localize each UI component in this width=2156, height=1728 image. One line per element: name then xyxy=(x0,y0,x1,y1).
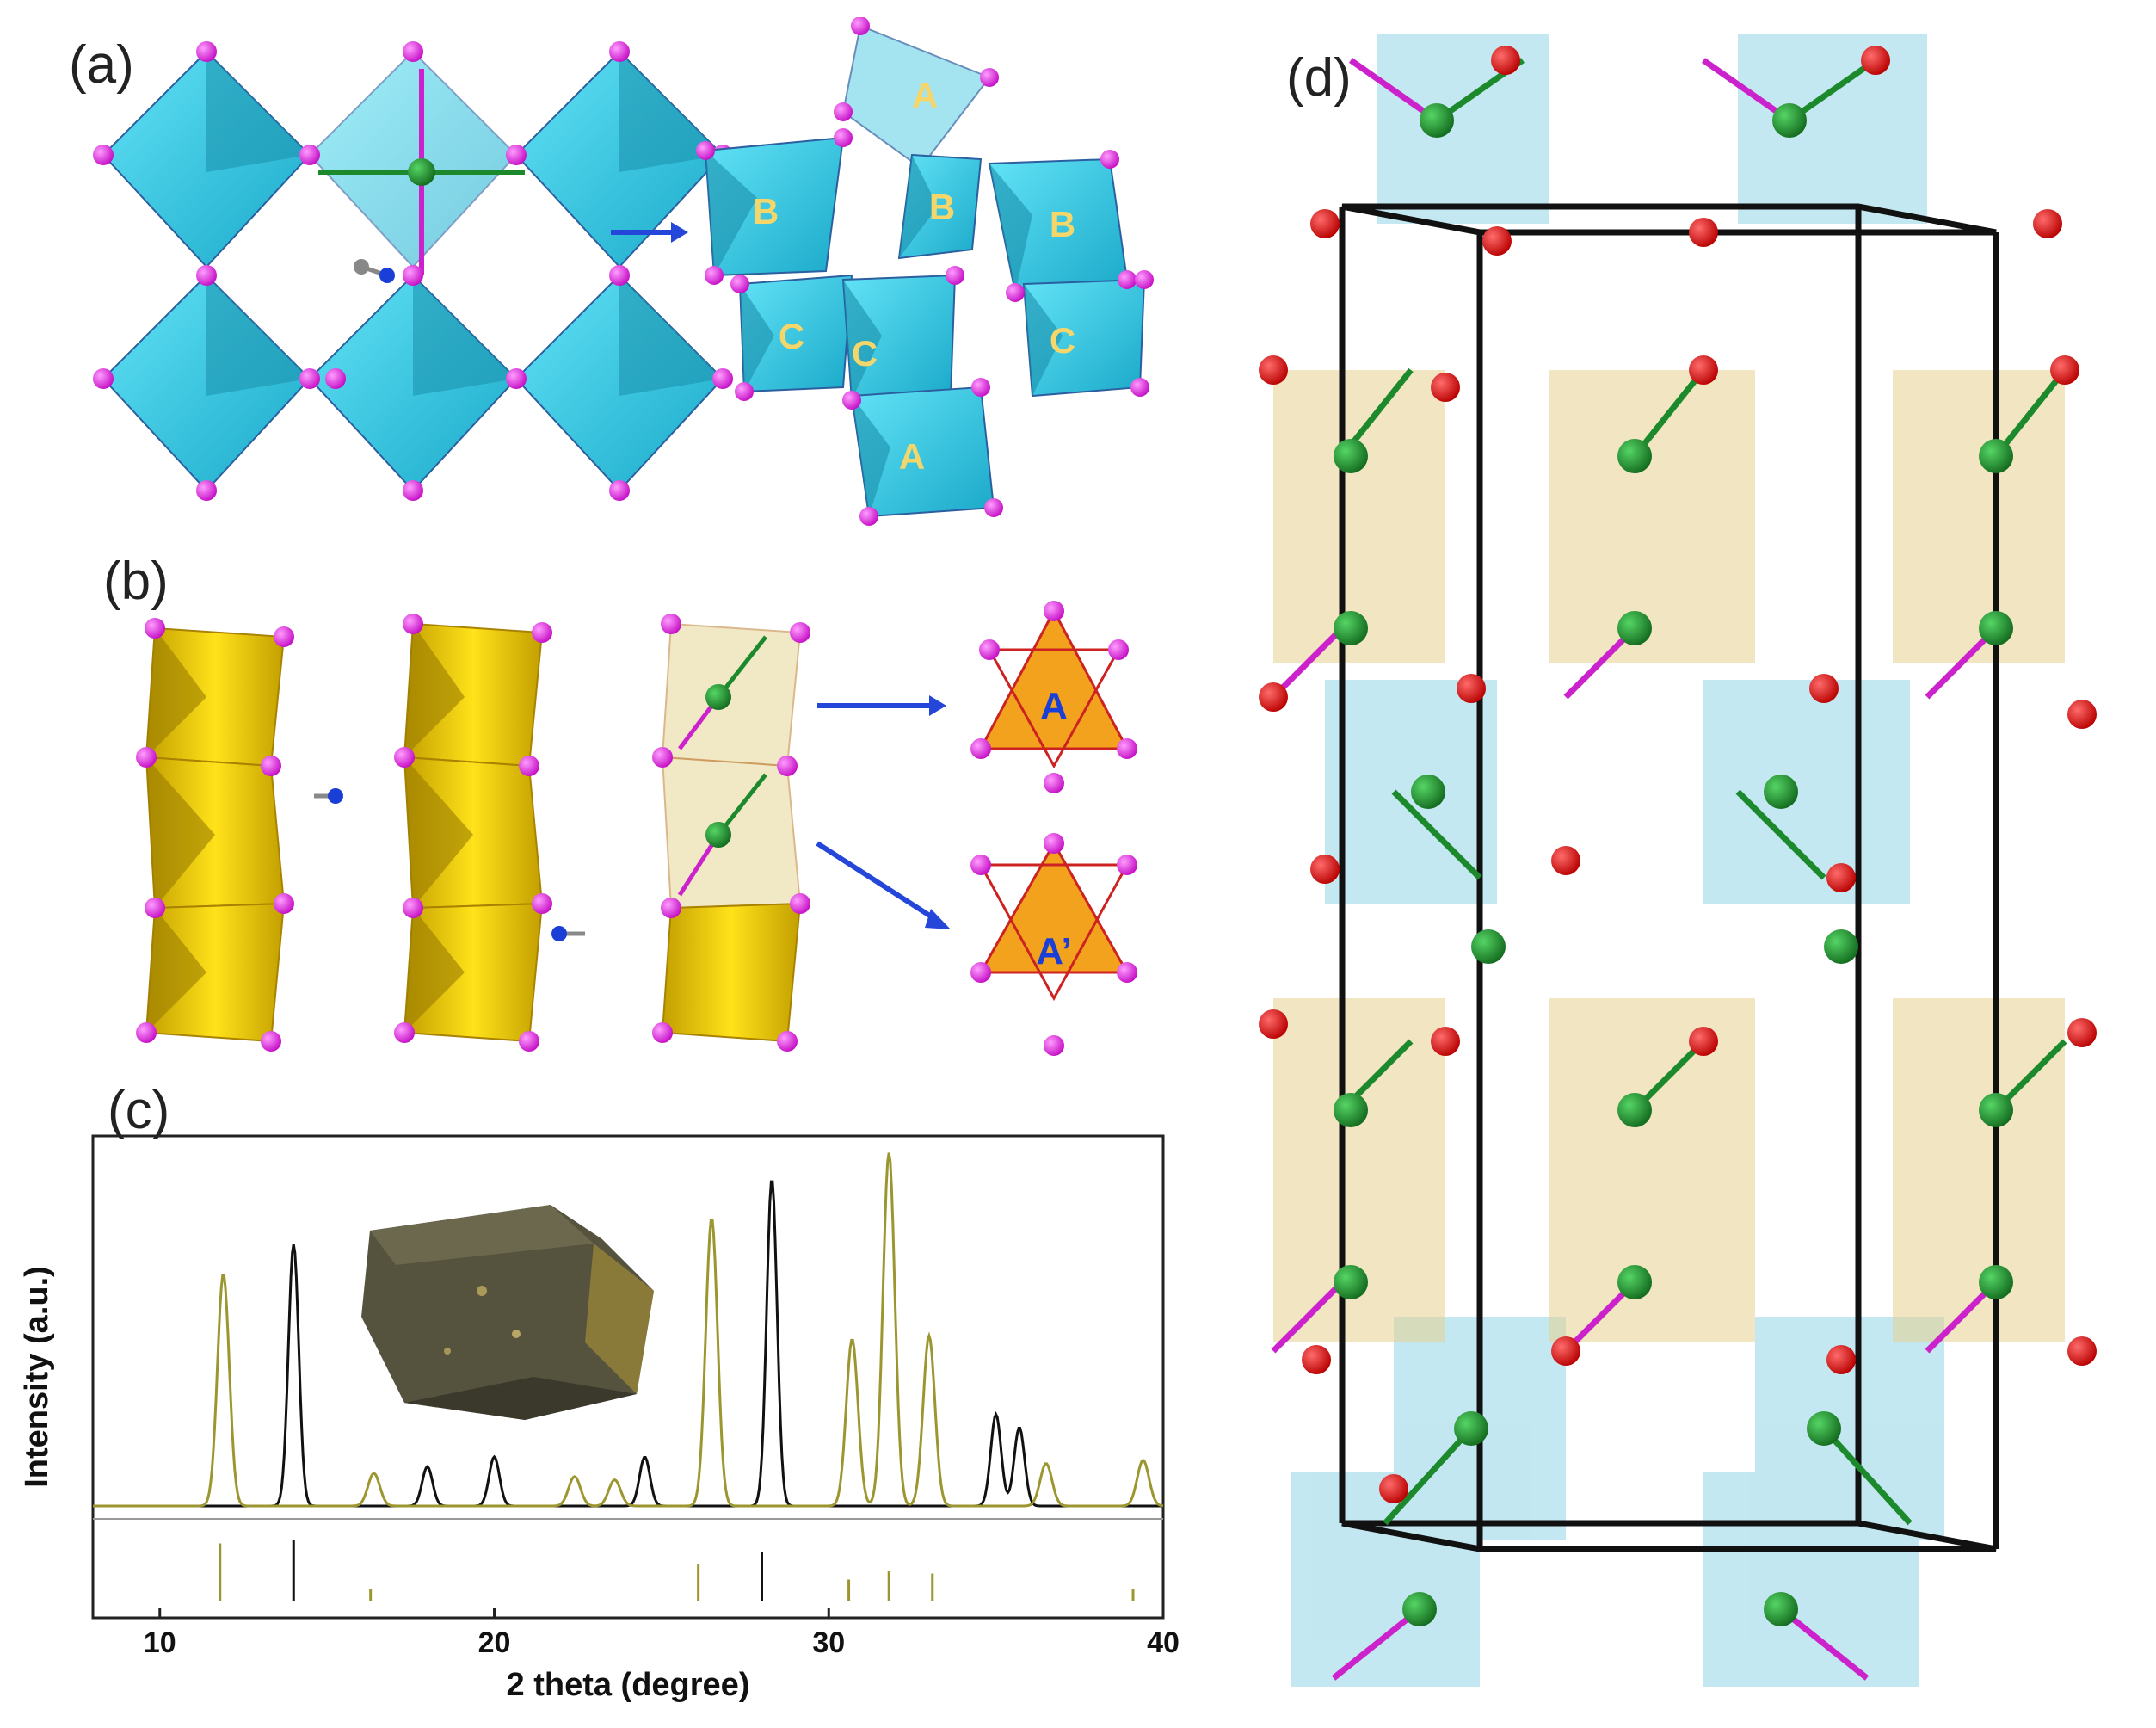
octahedron-B: B xyxy=(704,136,845,277)
panel-a-figure: A B B B C C C xyxy=(93,17,1154,526)
panel-d-unit-cell xyxy=(1259,34,2097,1687)
octahedron xyxy=(102,274,311,492)
octahedron-C: C xyxy=(738,274,853,393)
triangle-letter: A xyxy=(1040,685,1068,727)
y-axis-label: Intensity (a.u.) xyxy=(19,1266,55,1488)
octahedron-letter: A xyxy=(912,75,938,115)
octahedron-B: B xyxy=(988,157,1129,294)
organic-cation xyxy=(314,788,343,804)
octahedron-B: B xyxy=(897,153,983,260)
octahedron-A-top: A xyxy=(841,24,991,170)
crystal-photo xyxy=(361,1205,654,1420)
x-tick-label: 40 xyxy=(1147,1626,1180,1659)
plot-frame xyxy=(91,1134,1165,1620)
halide-atoms xyxy=(696,17,1154,526)
octahedron xyxy=(308,274,518,492)
triangle-A-prime: A’ xyxy=(970,833,1137,1056)
panel-c-xrd-chart: 10 20 30 40 Intensity (a.u.) 2 theta (degre… xyxy=(19,1134,1180,1703)
right-octahedra-stack: A B B B C C C xyxy=(696,17,1154,526)
oxygen-atoms xyxy=(1259,46,2097,1503)
left-octahedra-network xyxy=(93,41,733,501)
octahedron-A-bottom: A xyxy=(850,386,995,518)
panel-b-label: (b) xyxy=(103,552,169,611)
panel-c-label: (c) xyxy=(108,1081,170,1140)
arrow-a xyxy=(611,222,688,243)
panel-d-label: (d) xyxy=(1286,48,1352,108)
triangle-letter: A’ xyxy=(1036,930,1072,972)
octahedron xyxy=(308,50,518,268)
face-sharing-chain xyxy=(145,626,286,1043)
x-axis-label: 2 theta (degree) xyxy=(507,1667,750,1703)
octahedron xyxy=(514,274,724,492)
octahedron-letter: B xyxy=(929,187,955,227)
octahedron-letter: C xyxy=(1050,320,1075,361)
panel-b-figure: A A’ xyxy=(136,601,1137,1056)
octahedron-C: C xyxy=(841,274,957,402)
x-tick-label: 20 xyxy=(478,1626,511,1659)
yellow-polyhedra xyxy=(1273,370,2065,1342)
face-sharing-chain-transparent xyxy=(661,622,802,1043)
octahedron xyxy=(102,50,311,268)
metal-atoms xyxy=(1334,103,2013,1626)
organic-cation xyxy=(551,926,585,941)
x-tick-label: 30 xyxy=(812,1626,845,1659)
octahedron-letter: C xyxy=(852,333,878,373)
octahedron-letter: B xyxy=(753,191,779,231)
octahedron-letter: A xyxy=(899,436,925,477)
arrow-to-A xyxy=(817,695,946,716)
triangle-A: A xyxy=(970,601,1137,793)
face-sharing-chain xyxy=(403,622,544,1043)
octahedron-letter: C xyxy=(779,316,804,356)
halide-atoms xyxy=(136,614,810,1052)
panel-a-label: (a) xyxy=(69,35,134,95)
x-tick-label: 10 xyxy=(144,1626,176,1659)
xrd-pattern-olive xyxy=(93,1152,1164,1508)
octahedron-letter: B xyxy=(1050,204,1075,244)
cyan-polyhedra xyxy=(1291,34,1944,1687)
arrow-to-A-prime xyxy=(816,841,951,929)
octahedron-C: C xyxy=(1022,278,1146,398)
